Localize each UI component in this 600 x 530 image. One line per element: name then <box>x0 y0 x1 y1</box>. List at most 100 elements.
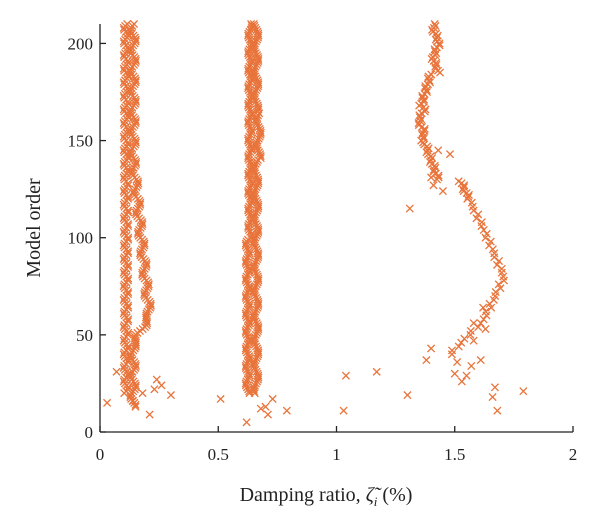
data-point <box>135 249 145 258</box>
data-point <box>244 82 253 91</box>
data-point <box>244 187 253 196</box>
data-point <box>430 19 439 29</box>
data-point <box>129 19 139 29</box>
data-point <box>138 268 147 277</box>
data-point <box>492 260 502 269</box>
data-point <box>249 383 259 392</box>
data-point <box>261 402 270 411</box>
data-point <box>250 357 259 367</box>
data-point <box>253 223 263 233</box>
x-tick-label: 2 <box>569 445 578 464</box>
data-point <box>256 126 265 135</box>
data-point <box>244 117 253 126</box>
data-point <box>119 255 128 264</box>
data-point <box>263 410 272 419</box>
data-point <box>119 363 128 372</box>
data-point <box>250 89 259 99</box>
data-point <box>256 150 265 159</box>
data-point <box>454 342 463 351</box>
data-point <box>126 107 135 116</box>
x-axis-ticks: 0 0.5 1 1.5 2 <box>96 426 578 464</box>
data-point <box>140 289 149 299</box>
y-tick-label: 0 <box>85 423 94 442</box>
data-point <box>126 371 135 380</box>
x-tick-label: 1 <box>332 445 341 464</box>
data-point <box>132 157 141 167</box>
data-point <box>126 25 135 34</box>
data-point <box>250 235 259 244</box>
data-point <box>166 391 176 400</box>
data-point <box>249 19 258 29</box>
plot-frame <box>99 24 573 433</box>
x-axis-title: Damping ratio, ζ̃i (%) <box>240 484 413 509</box>
data-point <box>481 324 490 334</box>
data-point <box>119 241 128 250</box>
y-axis-title: Model order <box>23 178 45 278</box>
data-point <box>453 357 462 367</box>
data-point <box>144 280 153 289</box>
data-point <box>131 117 140 126</box>
data-point <box>481 307 490 316</box>
data-point <box>445 150 455 159</box>
data-point <box>131 381 140 390</box>
data-point <box>372 367 381 376</box>
data-point <box>253 272 262 281</box>
data-point <box>447 350 456 359</box>
data-point <box>253 52 262 62</box>
data-point <box>431 21 440 31</box>
data-point <box>241 291 250 301</box>
data-point <box>422 87 432 97</box>
data-point <box>268 394 277 404</box>
data-point <box>119 295 128 304</box>
scatter-markers <box>103 19 528 427</box>
data-point <box>254 346 263 355</box>
data-point <box>119 227 128 236</box>
data-point <box>403 391 412 400</box>
data-point <box>432 60 441 69</box>
y-tick-label: 200 <box>68 34 94 53</box>
x-axis-title-subscript: i <box>374 494 378 509</box>
data-point <box>127 167 136 176</box>
data-point <box>250 41 259 50</box>
data-point <box>474 323 483 332</box>
data-point <box>241 344 250 353</box>
y-tick-label: 50 <box>76 326 93 345</box>
data-point <box>466 326 475 336</box>
data-point <box>119 282 128 291</box>
x-axis-title-main: Damping ratio, <box>240 484 366 506</box>
data-point <box>486 237 495 246</box>
data-point <box>241 274 250 283</box>
data-point <box>103 398 112 407</box>
y-axis-ticks: 0 50 100 150 200 <box>68 34 106 442</box>
data-point <box>282 406 291 415</box>
data-point <box>250 309 259 318</box>
data-point <box>490 383 500 392</box>
data-point <box>140 239 149 248</box>
data-point <box>250 187 259 196</box>
data-point <box>460 334 469 343</box>
data-point <box>256 404 265 413</box>
data-point <box>418 93 427 102</box>
data-point <box>479 225 488 235</box>
data-point <box>241 326 250 336</box>
data-point <box>142 309 151 318</box>
data-point <box>244 29 253 38</box>
data-point <box>131 208 140 217</box>
data-point <box>254 249 263 258</box>
data-point <box>490 253 499 262</box>
data-point <box>339 406 348 415</box>
data-point <box>488 392 497 402</box>
data-point <box>469 336 478 345</box>
data-point <box>241 256 250 266</box>
data-point <box>467 361 476 371</box>
data-point <box>341 371 351 380</box>
data-point <box>493 406 502 415</box>
data-point <box>145 410 154 419</box>
data-point <box>244 204 253 213</box>
data-point <box>126 66 135 75</box>
data-point <box>405 204 414 213</box>
data-point <box>244 134 253 143</box>
data-point <box>112 367 121 376</box>
data-point <box>418 130 427 139</box>
